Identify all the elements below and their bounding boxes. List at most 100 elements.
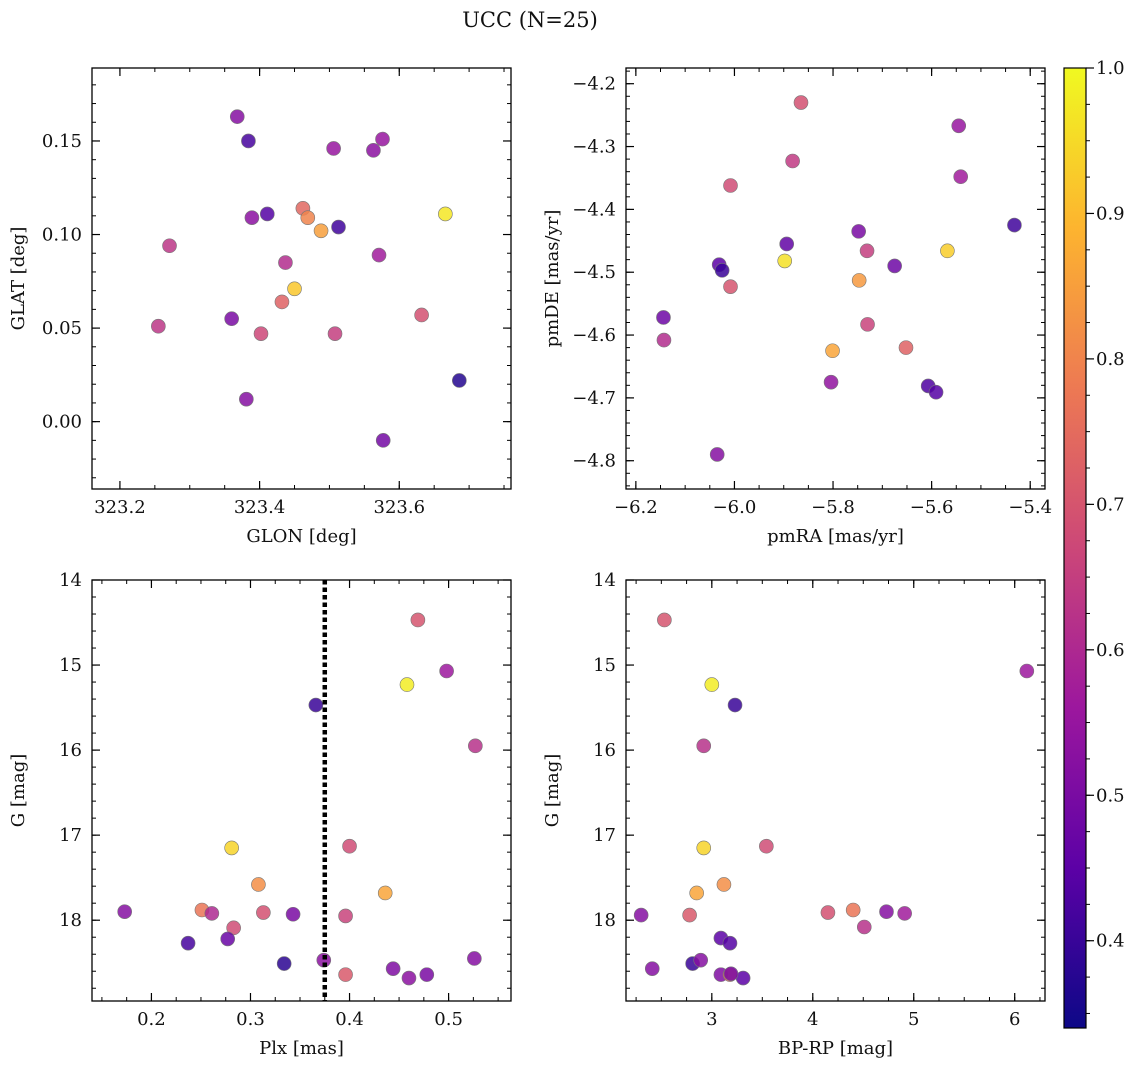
scatter-point xyxy=(856,919,872,935)
y-axis-label: GLAT [deg] xyxy=(8,227,29,331)
scatter-point xyxy=(693,952,709,968)
scatter-point xyxy=(251,877,266,892)
x-tick-label: −6.2 xyxy=(614,497,658,518)
y-tick-label: 0.15 xyxy=(42,131,82,152)
scatter-point xyxy=(308,697,324,713)
colorbar-tick-label: 0.5 xyxy=(1096,785,1125,806)
scatter-point xyxy=(401,970,417,986)
scatter-point xyxy=(180,935,196,951)
x-tick-label: 0.5 xyxy=(434,1009,463,1030)
colorbar-tick-label: 0.7 xyxy=(1096,494,1125,515)
scatter-point xyxy=(468,738,483,754)
scatter-point xyxy=(313,223,329,239)
scatter-point xyxy=(851,224,866,239)
y-tick-label: 0.05 xyxy=(42,318,82,339)
scatter-point xyxy=(375,131,390,147)
y-tick-label: 0.10 xyxy=(42,225,82,246)
scatter-point xyxy=(300,210,316,225)
x-tick-label: −5.4 xyxy=(1008,497,1052,518)
scatter-point xyxy=(259,206,275,222)
axes-frame xyxy=(91,579,512,1002)
scatter-point xyxy=(898,340,914,355)
scatter-point xyxy=(696,840,712,856)
scatter-point xyxy=(656,332,672,348)
scatter-point xyxy=(224,311,239,327)
x-tick-label: 4 xyxy=(807,1009,818,1030)
axes-frame xyxy=(625,67,1046,490)
x-axis-label: pmRA [mas/yr] xyxy=(767,526,904,547)
x-tick-label: −5.6 xyxy=(910,497,954,518)
y-tick-label: 17 xyxy=(593,825,616,846)
scatter-point xyxy=(241,133,256,149)
scatter-point xyxy=(777,253,793,269)
scatter-point xyxy=(151,318,166,334)
scatter-point xyxy=(1019,663,1035,679)
scatter-point xyxy=(162,238,177,254)
y-tick-label: 16 xyxy=(59,740,82,761)
scatter-point xyxy=(419,967,435,982)
scatter-point xyxy=(709,447,725,462)
axes-frame xyxy=(91,67,512,490)
colorbar-tick-label: 0.9 xyxy=(1096,203,1125,224)
scatter-point xyxy=(779,236,794,252)
scatter-point xyxy=(438,206,453,222)
axes-frame xyxy=(625,579,1046,1002)
colorbar: 0.4 0.5 0.6 0.7 0.8 0.9 1.0 xyxy=(1063,58,1125,1029)
scatter-point xyxy=(244,210,260,225)
scatter-point xyxy=(825,343,840,359)
x-tick-label: 0.2 xyxy=(137,1009,166,1030)
figure-title: UCC (N=25) xyxy=(462,8,598,32)
scatter-point xyxy=(410,612,426,628)
panel-cmd_plx: 0.2 0.3 0.4 0.5 14 15 16 17 18 Plx [mas] G [mag] xyxy=(8,570,512,1059)
scatter-point xyxy=(859,243,875,259)
x-tick-label: 0.3 xyxy=(236,1009,265,1030)
scatter-point xyxy=(722,935,738,951)
scatter-point xyxy=(727,697,743,713)
scatter-point xyxy=(204,906,220,921)
scatter-point xyxy=(793,95,809,110)
scatter-point xyxy=(723,279,738,294)
x-tick-label: −5.8 xyxy=(811,497,855,518)
colorbar-tick-label: 0.8 xyxy=(1096,349,1125,370)
x-axis-label: GLON [deg] xyxy=(246,526,356,547)
scatter-point xyxy=(696,738,712,754)
x-tick-label: 0.4 xyxy=(335,1009,364,1030)
scatter-point xyxy=(327,326,343,341)
scatter-point xyxy=(256,905,271,920)
scatter-point xyxy=(452,373,467,388)
scatter-point xyxy=(377,885,393,901)
scatter-point xyxy=(940,243,955,259)
scatter-point xyxy=(820,905,836,920)
colorbar-tick-label: 1.0 xyxy=(1096,58,1125,79)
scatter-point xyxy=(879,904,894,919)
scatter-point xyxy=(285,906,301,922)
scatter-point xyxy=(278,255,293,270)
scatter-point xyxy=(951,118,967,134)
scatter-point xyxy=(860,317,875,332)
x-tick-label: 6 xyxy=(1009,1009,1020,1030)
scatter-point xyxy=(274,294,290,310)
scatter-point xyxy=(714,263,730,278)
y-tick-label: 14 xyxy=(59,570,82,591)
y-tick-label: −4.7 xyxy=(572,388,616,409)
scatter-point xyxy=(704,677,720,692)
x-axis-label: BP-RP [mag] xyxy=(778,1038,893,1059)
y-tick-label: −4.5 xyxy=(572,262,616,283)
y-tick-label: −4.4 xyxy=(572,199,616,220)
scatter-point xyxy=(338,908,353,924)
colorbar-tick-label: 0.6 xyxy=(1096,640,1125,661)
scatter-point xyxy=(759,838,774,854)
scatter-point xyxy=(414,307,429,323)
y-tick-label: 15 xyxy=(593,655,616,676)
panel-pm: −6.2 −6.0 −5.8 −5.6 −5.4 −4.8 −4.7 −4.6 −4.5 −4.4… xyxy=(542,67,1052,547)
scatter-point xyxy=(657,612,672,628)
scatter-point xyxy=(366,143,381,158)
scatter-point xyxy=(371,247,387,263)
y-tick-label: −4.8 xyxy=(572,451,616,472)
scatter-point xyxy=(823,374,839,390)
scatter-point xyxy=(953,169,969,185)
scatter-point xyxy=(689,885,704,901)
scatter-point xyxy=(342,838,357,854)
x-tick-label: 5 xyxy=(908,1009,919,1030)
